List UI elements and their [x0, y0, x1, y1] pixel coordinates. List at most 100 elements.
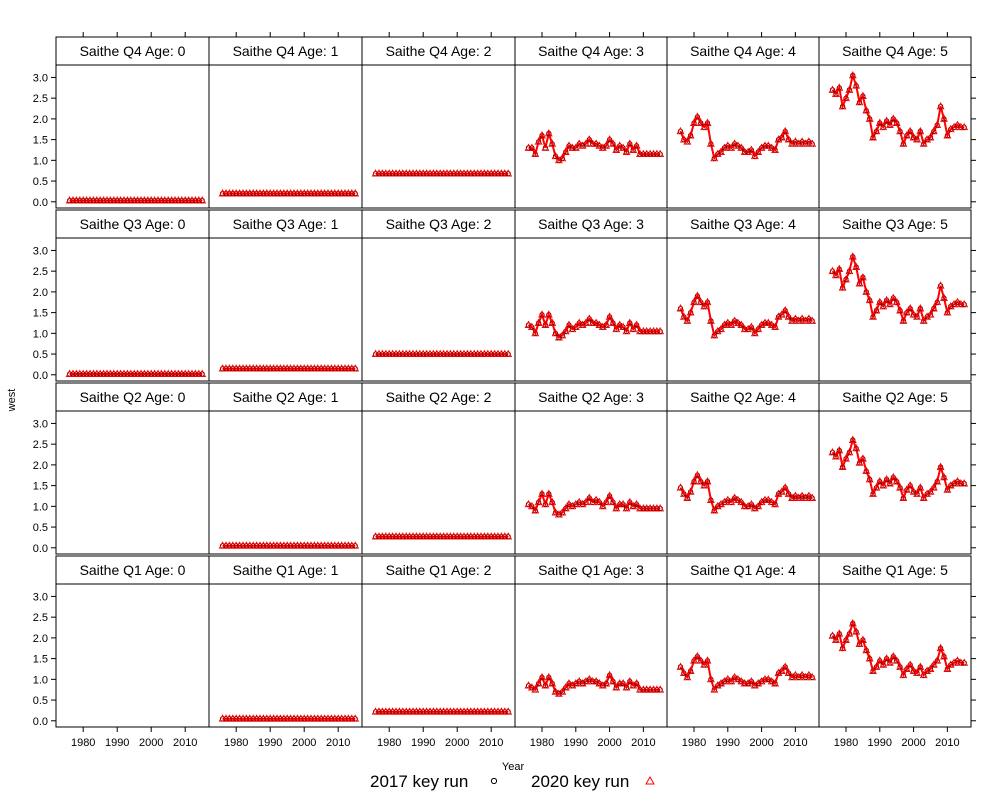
point-2020	[831, 452, 840, 460]
panel: Saithe Q3 Age: 0	[55, 209, 210, 382]
point-2020	[198, 369, 207, 377]
point-2020	[936, 462, 945, 470]
series-line-2020	[831, 253, 965, 324]
point-2020	[913, 668, 921, 677]
point-2020	[926, 310, 935, 318]
point-2020	[612, 683, 621, 691]
x-tick-label: 1980	[682, 737, 706, 749]
strip-box	[55, 36, 210, 66]
point-2020	[706, 139, 715, 147]
point-2020	[784, 489, 793, 497]
point-2020	[524, 320, 533, 328]
panel: Saithe Q2 Age: 0	[55, 382, 210, 555]
point-2020	[609, 676, 617, 685]
point-2020	[703, 118, 712, 126]
point-2020	[936, 643, 945, 652]
point-2020	[602, 497, 611, 506]
point-2020	[551, 151, 560, 160]
point-2020	[548, 318, 557, 326]
series-line-2020	[831, 71, 965, 147]
strip-label: Saithe Q3 Age: 3	[538, 216, 644, 232]
y-tick-label: 1.5	[33, 135, 48, 147]
point-2020	[943, 308, 952, 316]
x-tick-label: 1980	[530, 737, 554, 749]
panel: Saithe Q4 Age: 0	[55, 36, 210, 209]
point-2020	[899, 670, 908, 679]
point-2020	[879, 122, 888, 131]
panel-grid: Saithe Q4 Age: 0 Saithe Q4 Age: 1 Saithe Q…	[55, 36, 972, 728]
point-2020	[764, 674, 773, 683]
point-2020	[862, 645, 871, 654]
point-2020	[605, 491, 614, 499]
point-2020	[690, 477, 698, 485]
point-2020	[544, 672, 553, 681]
point-2020	[869, 133, 877, 141]
point-2020	[804, 314, 813, 322]
point-2020	[791, 670, 800, 679]
panel: Saithe Q2 Age: 3	[514, 382, 668, 555]
point-2020	[605, 135, 614, 143]
point-2020	[858, 635, 867, 643]
point-2020	[808, 493, 817, 501]
point-2020	[838, 643, 847, 652]
point-2020	[791, 314, 800, 322]
point-2020	[842, 454, 850, 462]
point-2020	[592, 676, 601, 685]
panel-frame	[208, 64, 363, 209]
point-2020	[798, 137, 807, 145]
point-2020	[727, 497, 736, 506]
point-2020	[538, 310, 546, 318]
strip-label: Saithe Q1 Age: 3	[538, 562, 644, 578]
strip-box	[361, 36, 516, 66]
point-2020	[581, 318, 590, 326]
point-2020	[855, 279, 864, 287]
y-tick-label: 3.0	[33, 418, 48, 430]
point-2020	[703, 656, 712, 664]
x-tick-label: 2000	[901, 737, 925, 749]
point-2020	[605, 312, 614, 320]
point-2020	[531, 328, 540, 337]
point-2020	[730, 139, 739, 147]
panel-frame	[208, 410, 363, 555]
point-2020	[858, 91, 867, 100]
x-tick-label: 2000	[445, 737, 469, 749]
point-2020	[575, 676, 584, 685]
point-2020	[575, 318, 584, 326]
point-2020	[889, 652, 898, 660]
point-2020	[926, 664, 935, 672]
point-2020	[581, 497, 590, 506]
point-2020	[869, 666, 877, 674]
y-tick-label: 3.0	[33, 72, 48, 84]
point-2020	[602, 320, 611, 328]
x-tick-label: 2000	[597, 737, 621, 749]
point-2020	[561, 683, 570, 691]
point-2020	[686, 131, 695, 139]
point-2020	[700, 660, 709, 668]
point-2020	[889, 472, 898, 481]
point-2020	[875, 118, 884, 126]
point-2020	[683, 672, 692, 681]
point-2020	[538, 489, 546, 497]
point-2020	[605, 670, 614, 679]
point-2020	[940, 114, 948, 122]
point-2020	[872, 306, 881, 314]
point-2020	[926, 133, 935, 141]
strip-box	[55, 555, 210, 585]
y-tick-label: 0.5	[33, 522, 48, 534]
x-tick-label: 1990	[258, 737, 282, 749]
point-2020	[548, 139, 557, 147]
strip-label: Saithe Q3 Age: 4	[690, 216, 796, 232]
point-2020	[764, 141, 773, 149]
point-2020	[838, 462, 847, 470]
x-tick-label: 2010	[783, 737, 807, 749]
point-2020	[926, 487, 935, 495]
point-2020	[622, 683, 631, 691]
panel: Saithe Q1 Age: 2	[361, 555, 516, 728]
strip-box	[514, 36, 668, 66]
point-2020	[544, 489, 553, 497]
point-2020	[585, 493, 594, 501]
point-2020	[612, 503, 621, 512]
point-2020	[541, 320, 550, 328]
point-2020	[733, 318, 742, 326]
point-2020	[899, 316, 908, 324]
